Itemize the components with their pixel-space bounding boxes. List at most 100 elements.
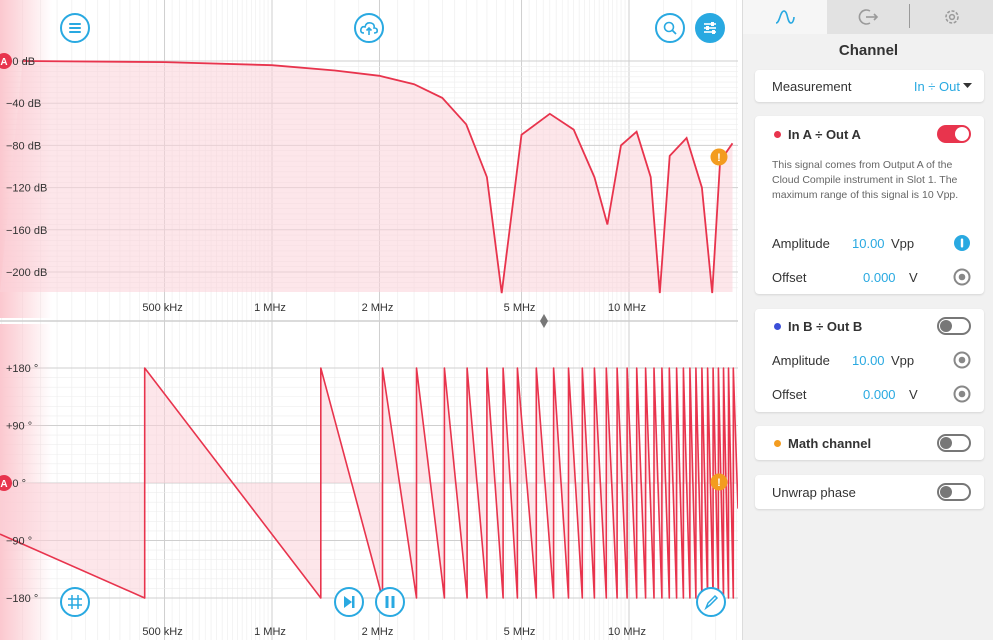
lock-toggle-icon[interactable]	[953, 234, 971, 252]
channel-a-marker	[0, 53, 12, 69]
zoom-reset-button[interactable]	[655, 13, 685, 43]
measurement-card: Measurement In ÷ Out	[755, 70, 984, 102]
panel-title: Channel	[838, 42, 899, 59]
channel-b-offset-input[interactable]: 0.000	[863, 386, 896, 402]
y-tick-label: −180 °	[6, 593, 38, 605]
channel-b-toggle[interactable]	[937, 317, 971, 335]
x-tick-label: 10 MHz	[608, 626, 646, 638]
channel-a-card: In A ÷ Out A This signal comes from Outp…	[755, 116, 984, 294]
plot-area[interactable]: +0 dB −40 dB −80 dB −120 dB −160 dB −200 dB +1…	[0, 0, 738, 640]
warning-icon-glyph: !	[717, 152, 721, 164]
lock-toggle-icon[interactable]	[953, 268, 971, 286]
channel-b-amplitude-input[interactable]: 10.00	[852, 352, 885, 368]
chevron-down-icon	[963, 83, 972, 88]
math-label: Math channel	[788, 435, 872, 451]
grid-button[interactable]	[60, 587, 90, 617]
x-tick-label: 5 MHz	[504, 626, 536, 638]
pick-icon	[704, 594, 719, 611]
cloud-upload-icon	[360, 22, 378, 35]
y-tick-label: −90 °	[6, 536, 32, 548]
tab-channel[interactable]	[743, 0, 827, 34]
x-tick-label: 500 kHz	[142, 626, 182, 638]
y-tick-label: −160 dB	[6, 225, 47, 237]
x-tick-label: 2 MHz	[362, 302, 394, 314]
channel-b-amplitude-row: Amplitude 10.00 Vpp	[755, 346, 984, 374]
y-tick-label: −200 dB	[6, 267, 47, 279]
tab-divider	[909, 4, 910, 28]
y-tick-label: −40 dB	[6, 98, 41, 110]
cloud-upload-button[interactable]	[354, 13, 384, 43]
y-tick-label: +0 dB	[6, 56, 35, 68]
unwrap-row: Unwrap phase	[755, 478, 984, 506]
magnitude-trace	[22, 60, 734, 294]
channel-a-amplitude-row: Amplitude 10.00 Vpp	[755, 229, 984, 257]
bode-plot[interactable]: +0 dB −40 dB −80 dB −120 dB −160 dB −200 dB +1…	[0, 0, 738, 640]
channel-a-toggle[interactable]	[937, 125, 971, 143]
warning-icon	[710, 148, 728, 166]
side-panel: Channel Measurement In ÷ Out In A ÷ Out …	[742, 0, 993, 640]
unwrap-label: Unwrap phase	[772, 484, 856, 500]
y-tick-label: +90 °	[6, 421, 32, 433]
panel-tabs	[743, 0, 993, 34]
unwrap-toggle[interactable]	[937, 483, 971, 501]
grid-icon	[68, 595, 82, 609]
waveform-icon	[775, 10, 795, 24]
gear-icon	[945, 10, 959, 24]
lock-toggle-icon[interactable]	[953, 351, 971, 369]
lock-toggle-icon[interactable]	[953, 385, 971, 403]
menu-icon	[69, 23, 81, 33]
x-tick-label: 5 MHz	[504, 302, 536, 314]
amplitude-label: Amplitude	[772, 235, 830, 251]
channel-a-offset-row: Offset 0.000 V	[755, 263, 984, 291]
phase-trace	[0, 367, 738, 599]
x-tick-label: 2 MHz	[362, 626, 394, 638]
pause-button[interactable]	[375, 587, 405, 617]
amplitude-label: Amplitude	[772, 352, 830, 368]
channel-a-marker-label: A	[0, 57, 7, 68]
warning-icon-glyph: !	[717, 477, 721, 489]
channel-b-color-dot	[774, 323, 781, 330]
math-toggle[interactable]	[937, 434, 971, 452]
x-tick-label: 500 kHz	[142, 302, 182, 314]
x-tick-label: 10 MHz	[608, 302, 646, 314]
offset-unit: V	[909, 269, 918, 285]
unwrap-card: Unwrap phase	[755, 475, 984, 509]
single-step-button[interactable]	[334, 587, 364, 617]
sliders-icon	[704, 22, 716, 34]
x-tick-label: 1 MHz	[254, 302, 286, 314]
zoom-reset-icon	[663, 21, 677, 35]
channel-a-header: In A ÷ Out A	[755, 120, 984, 148]
amplitude-unit: Vpp	[891, 235, 915, 251]
measurement-select[interactable]: In ÷ Out	[913, 78, 960, 94]
x-tick-label: 1 MHz	[254, 626, 286, 638]
output-icon	[858, 9, 878, 25]
offset-label: Offset	[772, 269, 807, 285]
measurement-row[interactable]: Measurement In ÷ Out	[755, 72, 984, 100]
math-color-dot	[774, 440, 781, 447]
channel-b-offset-row: Offset 0.000 V	[755, 380, 984, 408]
channel-a-label: In A ÷ Out A	[788, 126, 861, 142]
menu-button[interactable]	[60, 13, 90, 43]
channel-a-marker-label: A	[0, 479, 7, 490]
channel-b-header: In B ÷ Out B	[755, 312, 984, 340]
warning-icon	[710, 473, 728, 491]
math-card: Math channel	[755, 426, 984, 460]
measurement-label: Measurement	[772, 78, 852, 94]
plot-settings-button[interactable]	[695, 13, 725, 43]
tab-settings[interactable]	[910, 0, 993, 34]
offset-label: Offset	[772, 386, 807, 402]
channel-b-card: In B ÷ Out B Amplitude 10.00 Vpp Offset …	[755, 309, 984, 412]
cursor-button[interactable]	[696, 587, 726, 617]
pause-icon	[385, 596, 395, 608]
channel-b-label: In B ÷ Out B	[788, 318, 863, 334]
channel-a-amplitude-input[interactable]: 10.00	[852, 235, 885, 251]
channel-a-marker	[0, 475, 12, 491]
skip-next-icon	[344, 596, 355, 608]
channel-a-description: This signal comes from Output A of the C…	[772, 159, 959, 201]
y-tick-label: +180 °	[6, 363, 38, 375]
y-tick-label: −120 dB	[6, 183, 47, 195]
tab-output[interactable]	[826, 0, 911, 34]
offset-unit: V	[909, 386, 918, 402]
channel-a-offset-input[interactable]: 0.000	[863, 269, 896, 285]
y-tick-label: −80 dB	[6, 140, 41, 152]
